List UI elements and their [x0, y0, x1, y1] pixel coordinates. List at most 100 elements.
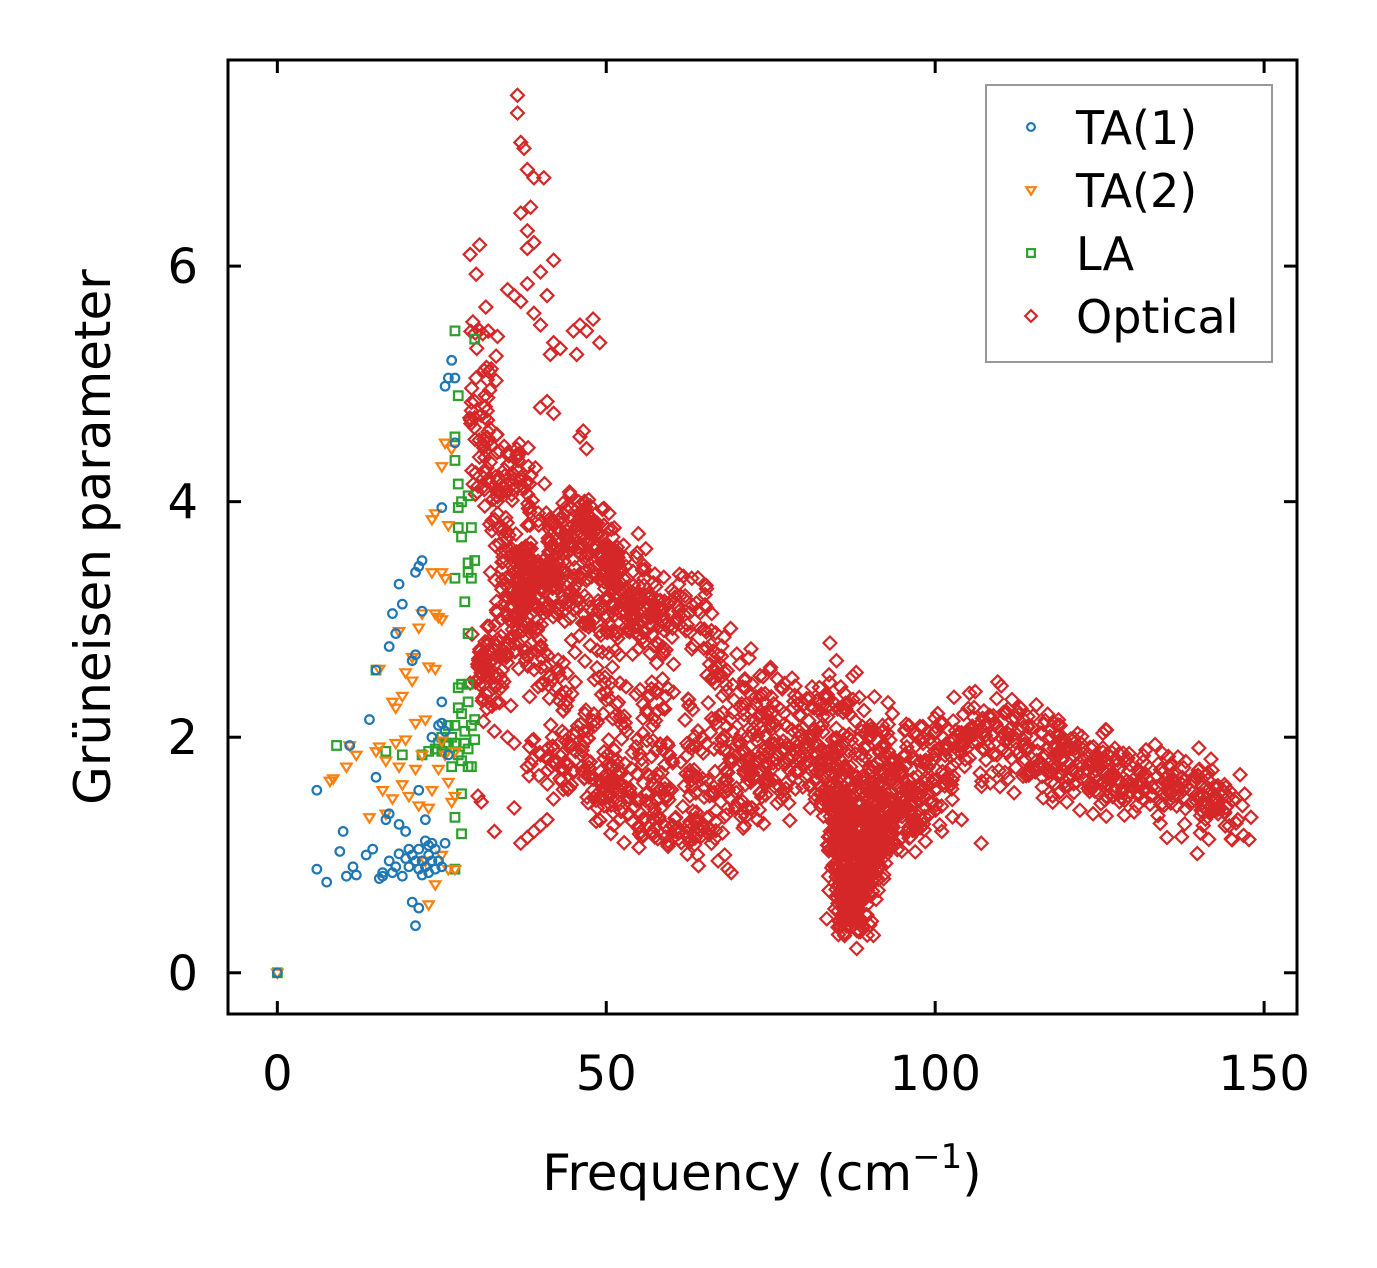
la-point	[382, 747, 391, 756]
ta2-point	[404, 793, 414, 801]
optical-point	[473, 238, 486, 251]
optical-point	[479, 301, 492, 314]
optical-point	[523, 690, 536, 703]
ta1-point	[395, 820, 404, 829]
ta2-point	[391, 705, 401, 713]
ta2-point	[394, 764, 404, 772]
ta1-point	[365, 715, 374, 724]
ta2-point	[400, 669, 410, 677]
optical-point	[527, 307, 540, 320]
ta2-point	[414, 625, 424, 633]
optical-point	[538, 477, 551, 490]
ta2-point	[377, 787, 387, 795]
optical-point	[1238, 788, 1251, 801]
ta1-point	[388, 609, 397, 618]
optical-point	[511, 107, 524, 120]
optical-point	[488, 725, 501, 738]
ta1-point	[339, 827, 348, 836]
optical-point	[521, 277, 534, 290]
optical-point	[783, 814, 796, 827]
optical-point	[606, 661, 619, 674]
legend-label: Optical	[1076, 290, 1238, 344]
ta2-point	[440, 440, 450, 448]
chart-svg: 0 50 100 1500246 Frequency (cm−1) Grüneisen…	[0, 0, 1377, 1264]
ta1-point	[313, 786, 322, 795]
optical-point	[1160, 831, 1173, 844]
y-axis-label: Grüneisen parameter	[64, 269, 122, 805]
optical-point	[580, 442, 593, 455]
optical-point	[1178, 817, 1191, 830]
y-tick-label: 4	[167, 475, 198, 531]
x-axis-label: Frequency (cm−1)	[542, 1137, 982, 1202]
ta1-point	[421, 815, 430, 824]
optical-point	[618, 836, 631, 849]
optical-point	[909, 845, 922, 858]
ta1-point	[447, 356, 456, 365]
ta1-point	[414, 904, 423, 913]
ta2-point	[407, 678, 417, 686]
la-point	[454, 391, 463, 400]
optical-point	[534, 266, 547, 279]
la-point	[332, 741, 341, 750]
optical-point	[1073, 804, 1086, 817]
ta2-point	[414, 802, 424, 810]
la-point	[454, 480, 463, 489]
ta2-point	[443, 779, 453, 787]
optical-point	[547, 407, 560, 420]
ta2-point	[430, 666, 440, 674]
x-tick-label: 0	[262, 1046, 293, 1102]
optical-point	[975, 837, 988, 850]
optical-point	[716, 826, 729, 839]
optical-point	[667, 658, 680, 671]
ta1-point	[368, 845, 377, 854]
optical-point	[1087, 807, 1100, 820]
ta2-point	[397, 693, 407, 701]
optical-point	[947, 691, 960, 704]
ta1-point	[438, 503, 447, 512]
legend-label: TA(1)	[1075, 101, 1197, 155]
la-point	[451, 813, 460, 822]
ta2-point	[410, 766, 420, 774]
x-tick-label: 150	[1218, 1046, 1310, 1102]
optical-point	[850, 942, 863, 955]
optical-point	[511, 89, 524, 102]
ta1-point	[414, 786, 423, 795]
optical-point	[470, 268, 483, 281]
optical-point	[830, 654, 843, 667]
optical-point	[508, 801, 521, 814]
ta1-point	[401, 827, 410, 836]
legend-label: LA	[1076, 227, 1135, 281]
optical-point	[569, 646, 582, 659]
la-point	[464, 698, 473, 707]
optical-point	[570, 348, 583, 361]
optical-point	[868, 690, 881, 703]
ta2-point	[397, 781, 407, 789]
la-point	[461, 597, 470, 606]
ta1-point	[438, 698, 447, 707]
ta1-point	[428, 733, 437, 742]
optical-point	[820, 912, 833, 925]
ta2-point	[433, 766, 443, 774]
ta2-point	[364, 814, 374, 822]
optical-point	[547, 792, 560, 805]
ta2-point	[440, 575, 450, 583]
optical-point	[488, 825, 501, 838]
ta2-point	[427, 569, 437, 577]
optical-point	[534, 319, 547, 332]
optical-point	[593, 336, 606, 349]
ta1-point	[372, 773, 381, 782]
ta2-point	[391, 740, 401, 748]
la-point	[451, 574, 460, 583]
ta2-point	[381, 758, 391, 766]
optical-point	[1175, 830, 1188, 843]
optical-point	[823, 637, 836, 650]
ta2-point	[351, 752, 361, 760]
optical-point	[587, 313, 600, 326]
la-point	[451, 456, 460, 465]
la-point	[454, 523, 463, 532]
optical-point	[490, 350, 503, 363]
x-tick-label: 50	[576, 1046, 637, 1102]
ta2-point	[450, 793, 460, 801]
ta1-point	[395, 580, 404, 589]
optical-point	[679, 713, 692, 726]
